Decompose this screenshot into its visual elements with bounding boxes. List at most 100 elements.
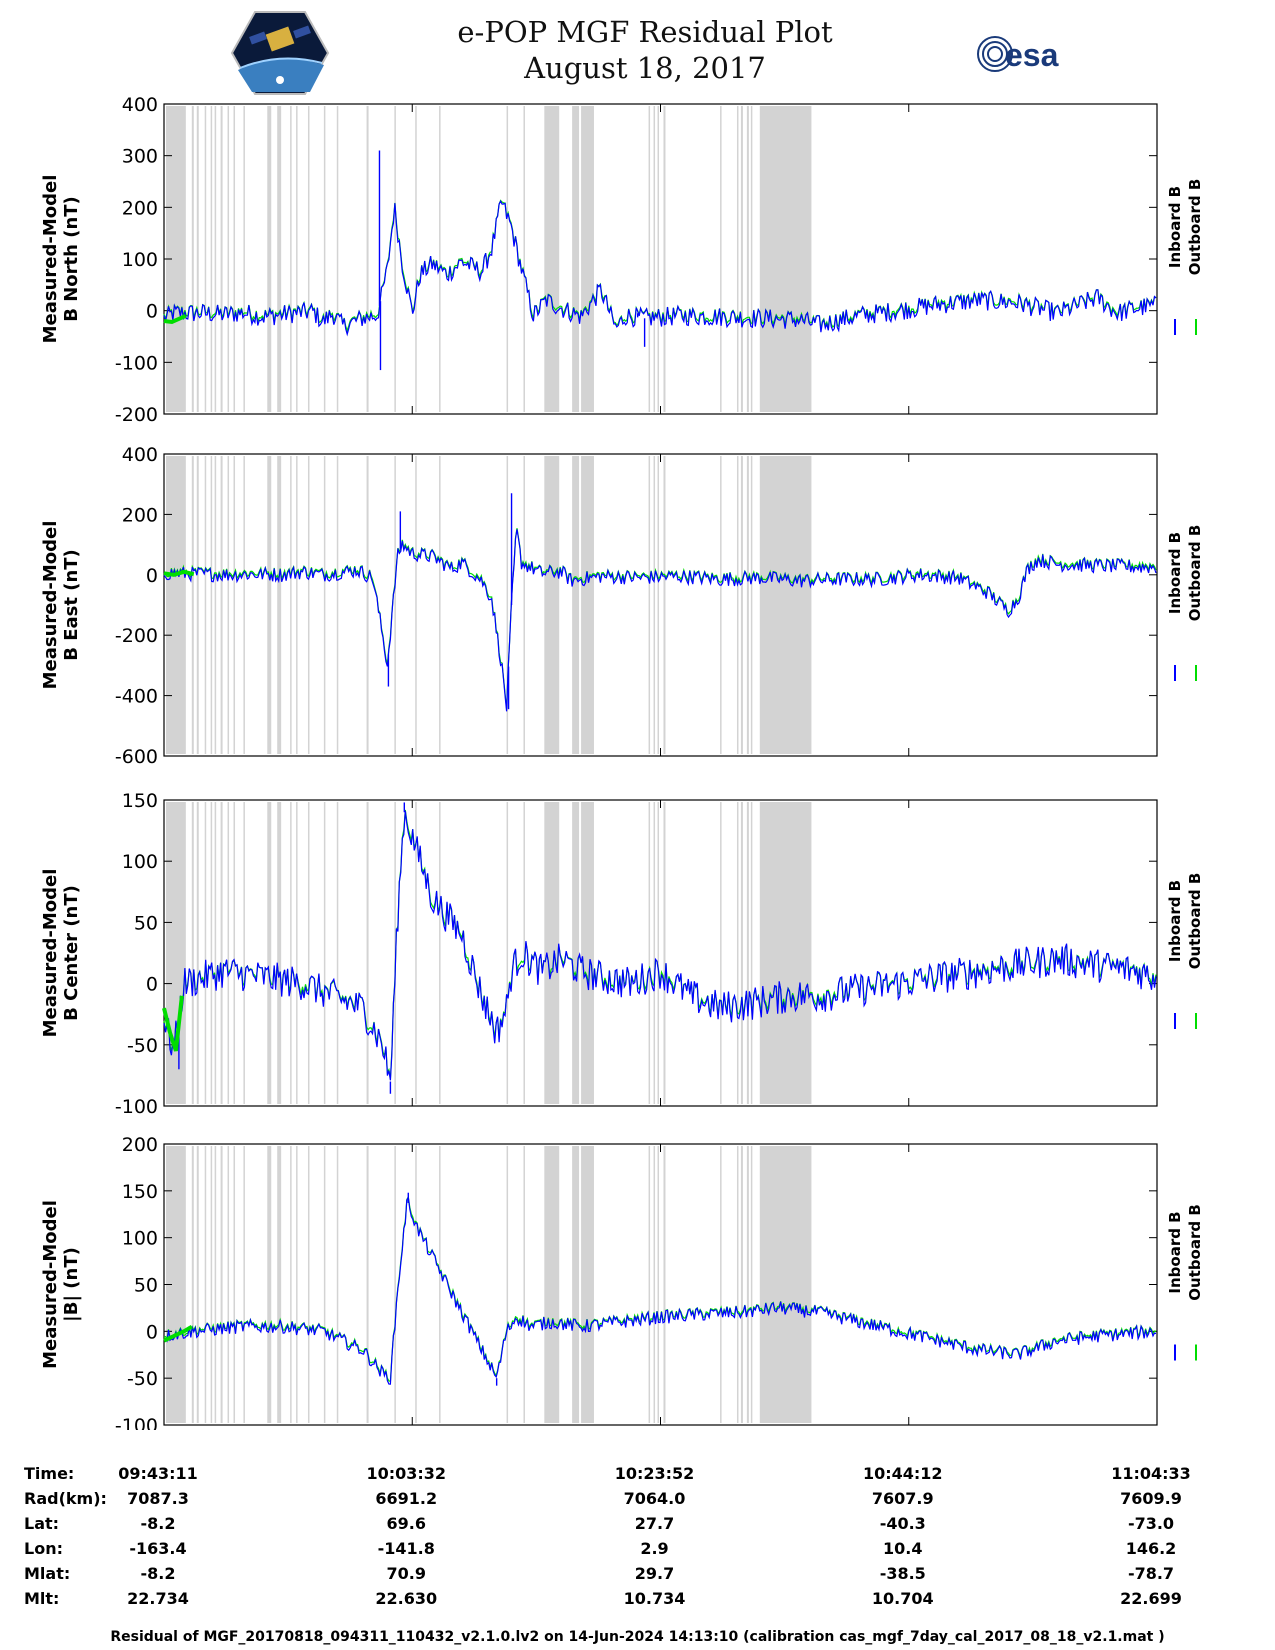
gap-shade [243, 1146, 245, 1423]
axes-frame [163, 1143, 1158, 1426]
legend-outboard-label: Outboard B [1186, 525, 1204, 622]
panel-1: -200 -100 0 100 200 300 400 Measured-Model B Nor… [40, 94, 1204, 426]
gap-shade [267, 106, 272, 412]
gap-shade [290, 802, 292, 1104]
ephemeris-label: Lon: [24, 1539, 63, 1558]
y-tick-label: -100 [115, 1415, 158, 1430]
ephemeris-value: 29.7 [634, 1564, 675, 1583]
gap-shade [267, 1146, 272, 1423]
gap-shade [210, 106, 213, 412]
y-tick-label: 150 [122, 1181, 158, 1203]
gap-shade [336, 456, 339, 754]
gap-shade [220, 456, 223, 754]
gap-shade [165, 1146, 186, 1423]
gap-shade [663, 456, 666, 754]
gap-shade [165, 106, 186, 412]
ephemeris-label: Time: [24, 1464, 75, 1483]
gap-shade [653, 1146, 656, 1423]
gap-shade [415, 1146, 417, 1423]
gap-shade [572, 106, 580, 412]
gap-shade [307, 456, 310, 754]
gap-shade [759, 456, 812, 754]
gap-shade [196, 1146, 199, 1423]
gap-shade [750, 456, 753, 754]
gap-shade [746, 106, 749, 412]
ephemeris-value: 27.7 [634, 1514, 675, 1533]
series-inboard [163, 810, 1157, 1081]
gap-shade [523, 456, 525, 754]
y-tick-label: 50 [134, 912, 158, 934]
gap-shade [506, 106, 509, 412]
ephemeris-value: 2.9 [640, 1539, 669, 1558]
y-axis-label-line2: B North (nT) [61, 196, 82, 322]
ephemeris-value: 10:03:32 [366, 1464, 447, 1483]
axes-frame [163, 799, 1158, 1107]
gap-shade [657, 456, 660, 754]
gap-shade [506, 1146, 509, 1423]
y-tick-label: 50 [134, 1275, 158, 1297]
ephemeris-value: -8.2 [140, 1514, 176, 1533]
gap-shade [290, 106, 292, 412]
ephemeris-value: -38.5 [879, 1564, 926, 1583]
gap-shade [653, 106, 656, 412]
gap-shade [336, 802, 339, 1104]
gap-shade [720, 1146, 722, 1423]
gap-shade [267, 802, 272, 1104]
gap-shade [759, 106, 812, 412]
gap-shade [307, 106, 310, 412]
ephemeris-value: 22.630 [375, 1589, 438, 1608]
gap-shade [544, 456, 560, 754]
ephemeris-row: Lon: -163.4 -141.8 2.9 10.4 146.2 [0, 1539, 1275, 1564]
gap-shade [307, 802, 310, 1104]
gap-shade [394, 456, 396, 754]
series-outboard [163, 528, 1157, 709]
footer-caption: Residual of MGF_20170818_094311_110432_v… [110, 1629, 1165, 1645]
gap-shade [394, 1146, 396, 1423]
gap-shade [296, 106, 298, 412]
y-tick-label: 0 [146, 565, 158, 587]
ephemeris-value: -141.8 [377, 1539, 435, 1558]
gap-shade [746, 456, 749, 754]
title-line-1: e-POP MGF Residual Plot [457, 15, 833, 49]
gap-shade [191, 802, 194, 1104]
y-tick-label: -400 [115, 686, 158, 708]
y-axis-label-line1: Measured-Model [40, 521, 61, 690]
ephemeris-row: Rad(km): 7087.3 6691.2 7064.0 7607.9 7609.9 [0, 1489, 1275, 1514]
gap-shade [366, 1146, 369, 1423]
gap-shade [740, 106, 743, 412]
y-tick-label: -100 [115, 352, 158, 374]
gap-shade [214, 1146, 217, 1423]
gap-shade [277, 802, 282, 1104]
gap-shade [720, 456, 722, 754]
ephemeris-value: 7607.9 [871, 1489, 934, 1508]
ephemeris-row: Mlt: 22.734 22.630 10.734 10.704 22.699 [0, 1589, 1275, 1614]
gap-shade [191, 1146, 194, 1423]
gap-shade [233, 802, 236, 1104]
gap-shade [544, 106, 560, 412]
y-tick-label: 300 [122, 146, 158, 168]
gap-shade [736, 1146, 739, 1423]
gap-shade [277, 1146, 282, 1423]
y-tick-label: 200 [122, 197, 158, 219]
ephemeris-row: Mlat: -8.2 70.9 29.7 -38.5 -78.7 [0, 1564, 1275, 1589]
panel-2: -600 -400 -200 0 200 400 Measured-Model B East … [40, 444, 1204, 768]
panel-4: -100 -50 0 50 100 150 200 Measured-Model |B| (nT… [40, 1134, 1204, 1430]
gap-shade [415, 802, 417, 1104]
y-tick-label: 150 [122, 790, 158, 812]
ephemeris-value: 10:44:12 [862, 1464, 943, 1483]
gap-shade [581, 802, 594, 1104]
gap-shade [523, 1146, 525, 1423]
ephemeris-row: Time: 09:43:11 10:03:32 10:23:52 10:44:12 11:… [0, 1464, 1275, 1489]
gap-shade [366, 802, 369, 1104]
panel-3: -100 -50 0 50 100 150 Measured-Model B Center (… [40, 790, 1204, 1118]
legend-inboard-label: Inboard B [1166, 186, 1184, 268]
gap-shade [581, 1146, 594, 1423]
ephemeris-value: -8.2 [140, 1564, 176, 1583]
gap-shade [720, 802, 722, 1104]
gap-shade [233, 106, 236, 412]
chart-title: e-POP MGF Residual Plot August 18, 2017 [410, 14, 880, 86]
gap-shade [746, 1146, 749, 1423]
gap-shade [204, 456, 207, 754]
gap-shade [648, 106, 651, 412]
legend-inboard-label: Inboard B [1166, 880, 1184, 962]
